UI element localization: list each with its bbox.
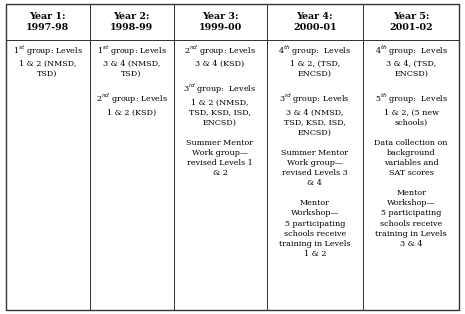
Bar: [173, 4, 266, 40]
Bar: [266, 4, 363, 40]
Bar: [363, 4, 459, 40]
Text: 4$^{th}$ group:  Levels
3 & 4, (TSD,
ENCSD)

5$^{th}$ group:  Levels
1 & 2, (5 n: 4$^{th}$ group: Levels 3 & 4, (TSD, ENCS…: [374, 44, 448, 248]
Text: 1$^{st}$ group: Levels
3 & 4 (NMSD,
TSD)

2$^{nd}$ group: Levels
1 & 2 (KSD): 1$^{st}$ group: Levels 3 & 4 (NMSD, TSD)…: [95, 44, 167, 116]
Bar: [173, 40, 266, 310]
Text: Year 1:
1997-98: Year 1: 1997-98: [26, 12, 69, 32]
Text: Year 2:
1998-99: Year 2: 1998-99: [110, 12, 153, 32]
Text: Year 3:
1999-00: Year 3: 1999-00: [199, 12, 242, 32]
Bar: [6, 4, 90, 40]
Bar: [6, 40, 90, 310]
Bar: [363, 40, 459, 310]
Bar: [90, 4, 173, 40]
Text: Year 4:
2000-01: Year 4: 2000-01: [293, 12, 337, 32]
Text: 1$^{st}$ group: Levels
1 & 2 (NMSD,
TSD): 1$^{st}$ group: Levels 1 & 2 (NMSD, TSD): [13, 44, 83, 78]
Bar: [90, 40, 173, 310]
Text: 2$^{nd}$ group: Levels
3 & 4 (KSD)

3$^{rd}$ group:  Levels
1 & 2 (NMSD,
TSD, KS: 2$^{nd}$ group: Levels 3 & 4 (KSD) 3$^{r…: [183, 44, 257, 177]
Text: Year 5:
2001-02: Year 5: 2001-02: [389, 12, 433, 32]
Text: 4$^{th}$ group:  Levels
1 & 2, (TSD,
ENCSD)

3$^{rd}$ group: Levels
3 & 4 (NMSD,: 4$^{th}$ group: Levels 1 & 2, (TSD, ENCS…: [278, 44, 352, 258]
Bar: [266, 40, 363, 310]
